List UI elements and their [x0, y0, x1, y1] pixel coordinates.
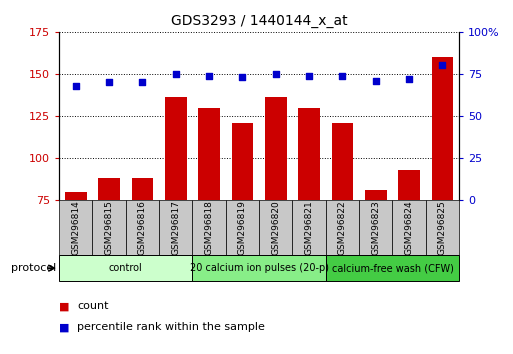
Text: ■: ■ [59, 301, 69, 311]
Bar [359, 200, 392, 255]
Text: GSM296820: GSM296820 [271, 200, 280, 255]
Bar [192, 255, 326, 281]
Point [405, 76, 413, 82]
Bar [265, 97, 287, 326]
Point [205, 73, 213, 79]
Point [338, 73, 346, 79]
Bar [392, 200, 426, 255]
Point [371, 78, 380, 84]
Text: control: control [109, 263, 143, 273]
Point [271, 71, 280, 77]
Bar [365, 190, 387, 326]
Bar [431, 57, 453, 326]
Bar [326, 255, 459, 281]
Title: GDS3293 / 1440144_x_at: GDS3293 / 1440144_x_at [171, 14, 347, 28]
Text: calcium-free wash (CFW): calcium-free wash (CFW) [331, 263, 453, 273]
Bar [192, 200, 226, 255]
Bar [259, 200, 292, 255]
Point [171, 71, 180, 77]
Text: GSM296823: GSM296823 [371, 200, 380, 255]
Point [138, 80, 146, 85]
Point [438, 63, 446, 68]
Bar [298, 108, 320, 326]
Text: GSM296818: GSM296818 [205, 200, 213, 255]
Text: GSM296817: GSM296817 [171, 200, 180, 255]
Bar [331, 123, 353, 326]
Text: percentile rank within the sample: percentile rank within the sample [77, 322, 265, 332]
Bar [98, 178, 120, 326]
Bar [65, 192, 87, 326]
Bar [231, 123, 253, 326]
Point [238, 74, 246, 80]
Bar [59, 255, 192, 281]
Bar [126, 200, 159, 255]
Bar [398, 170, 420, 326]
Point [105, 80, 113, 85]
Text: GSM296815: GSM296815 [105, 200, 113, 255]
Bar [92, 200, 126, 255]
Bar [226, 200, 259, 255]
Point [71, 83, 80, 88]
Text: GSM296821: GSM296821 [305, 200, 313, 255]
Text: count: count [77, 301, 108, 311]
Text: GSM296814: GSM296814 [71, 200, 80, 255]
Text: GSM296819: GSM296819 [238, 200, 247, 255]
Text: GSM296825: GSM296825 [438, 200, 447, 255]
Text: protocol: protocol [11, 263, 56, 273]
Text: 20 calcium ion pulses (20-p): 20 calcium ion pulses (20-p) [190, 263, 328, 273]
Bar [131, 178, 153, 326]
Bar [426, 200, 459, 255]
Text: GSM296824: GSM296824 [405, 200, 413, 255]
Bar [326, 200, 359, 255]
Bar [59, 200, 92, 255]
Bar [165, 97, 187, 326]
Text: GSM296822: GSM296822 [338, 200, 347, 255]
Text: ■: ■ [59, 322, 69, 332]
Bar [198, 108, 220, 326]
Text: GSM296816: GSM296816 [138, 200, 147, 255]
Point [305, 73, 313, 79]
Bar [159, 200, 192, 255]
Bar [292, 200, 326, 255]
